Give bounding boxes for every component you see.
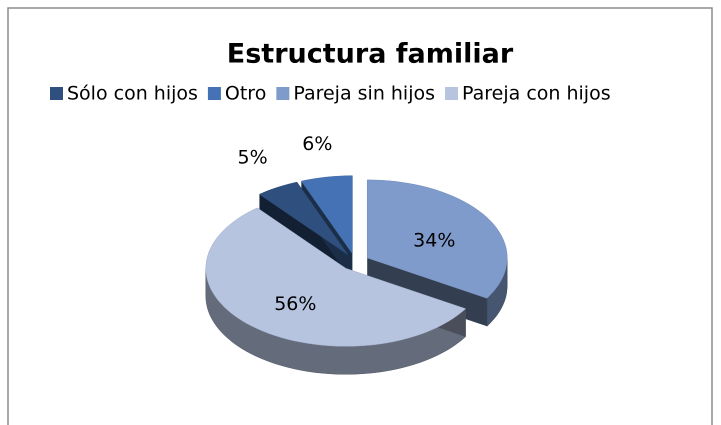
legend-label: Sólo con hijos: [67, 83, 198, 105]
data-label: 34%: [413, 229, 455, 251]
legend-swatch: [50, 87, 63, 100]
chart-title: Estructura familiar: [227, 39, 514, 70]
data-label: 5%: [238, 146, 268, 168]
pie-tops: [205, 175, 508, 347]
data-label: 56%: [274, 293, 316, 315]
data-label: 6%: [302, 133, 332, 155]
legend-swatch: [207, 87, 221, 100]
pie-slice: [300, 175, 353, 255]
legend-label: Pareja sin hijos: [293, 83, 435, 105]
legend-label: Pareja con hijos: [462, 83, 611, 105]
pie-slice: [205, 207, 467, 347]
pie-slice: [258, 181, 349, 255]
legend-label: Otro: [225, 83, 266, 105]
pie-slice: [366, 179, 508, 299]
legend-swatch: [445, 87, 459, 100]
legend-swatch: [276, 87, 290, 100]
